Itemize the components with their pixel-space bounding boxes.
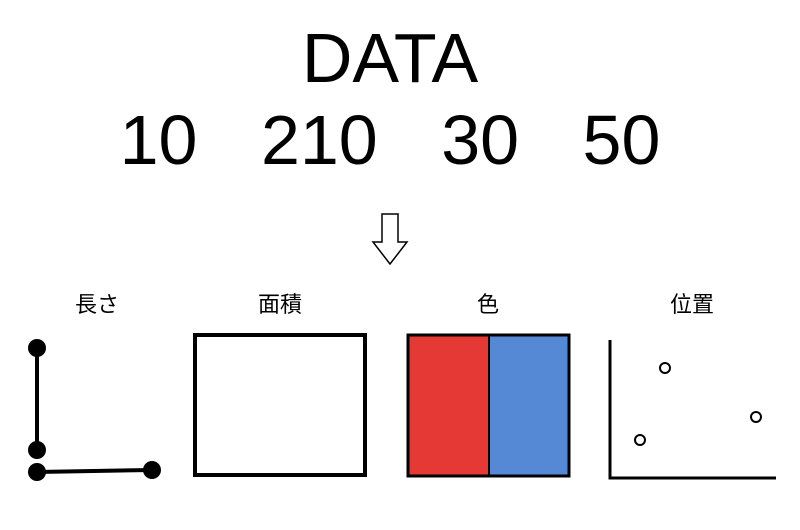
data-value: 210 [260,101,378,179]
label-area: 面積 [257,292,302,317]
data-value: 10 [119,101,198,179]
color-icon [406,333,571,478]
label-length: 長さ [74,292,119,317]
area-icon [193,333,367,477]
data-value: 50 [582,101,661,179]
diagram-title: DATA [301,19,479,97]
data-value: 30 [441,101,520,179]
position-icon [608,340,776,480]
data-values: 10 210 30 50 [0,100,780,180]
label-color: 色 [476,292,499,317]
down-arrow-icon [371,213,409,266]
length-icon [28,339,161,481]
label-position: 位置 [669,292,714,317]
